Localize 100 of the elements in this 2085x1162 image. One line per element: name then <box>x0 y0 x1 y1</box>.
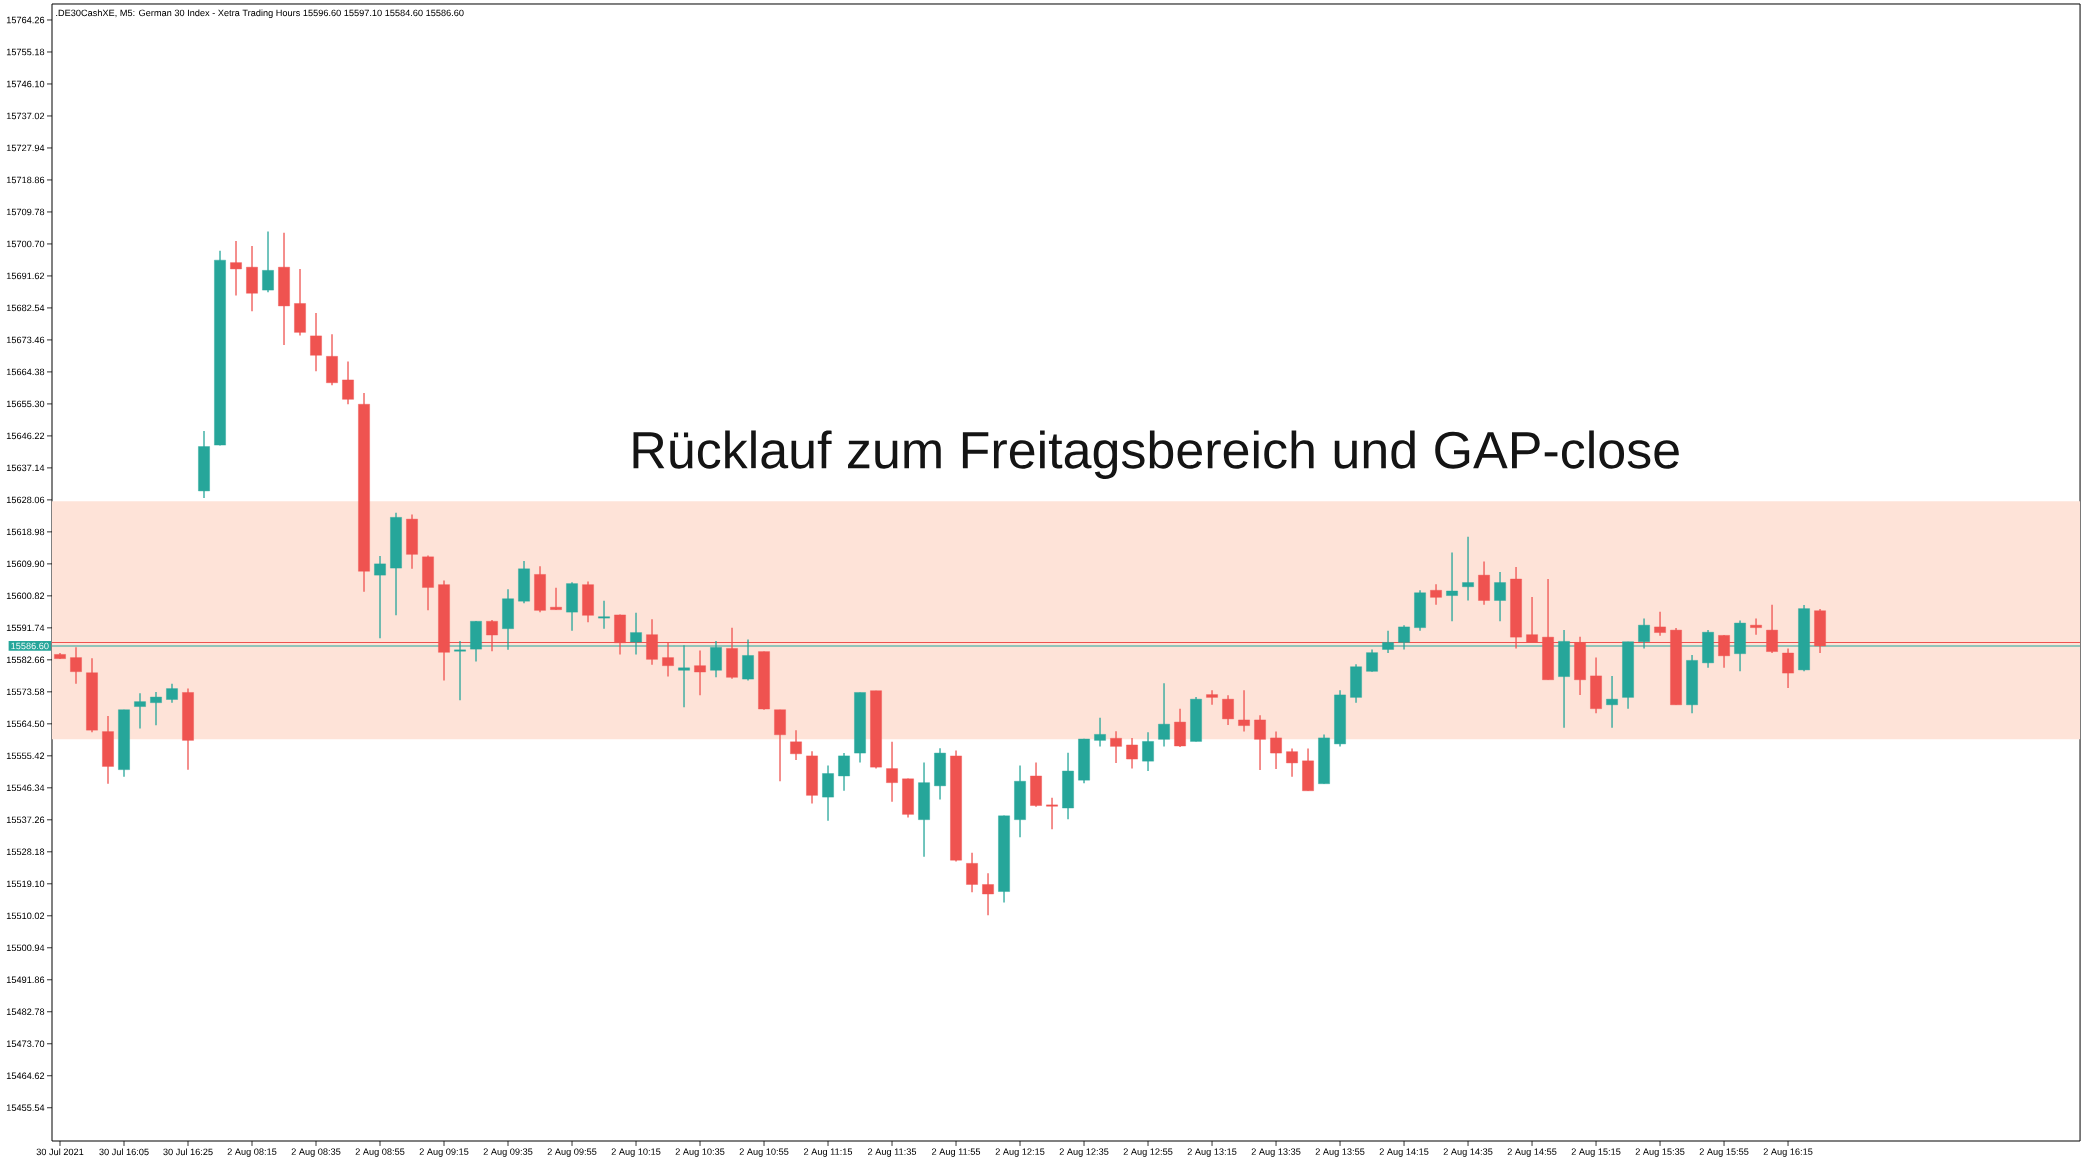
candlestick <box>1046 797 1058 830</box>
candlestick <box>982 872 994 916</box>
candlestick <box>1270 730 1282 770</box>
x-tick-label: 2 Aug 09:55 <box>547 1148 597 1157</box>
y-tick-label: 15473.70 <box>6 1040 45 1048</box>
x-tick-label: 30 Jul 2021 <box>36 1148 84 1156</box>
y-tick-label: 15546.34 <box>6 784 45 792</box>
candlestick <box>310 312 322 372</box>
candlestick <box>1238 689 1250 733</box>
x-tick-label: 2 Aug 14:15 <box>1379 1148 1429 1157</box>
x-tick-label: 2 Aug 15:35 <box>1635 1148 1685 1157</box>
candlestick <box>1222 694 1234 726</box>
y-tick-label: 15764.26 <box>6 16 45 24</box>
y-tick-label: 15718.86 <box>6 176 45 184</box>
x-tick-label: 2 Aug 10:55 <box>739 1148 789 1157</box>
y-tick-label: 15673.46 <box>6 336 45 344</box>
candlestick <box>1206 689 1218 706</box>
x-tick-label: 2 Aug 15:55 <box>1699 1148 1749 1157</box>
y-tick-label: 15691.62 <box>6 272 45 280</box>
candlestick <box>1110 730 1122 764</box>
candlestick <box>134 692 146 730</box>
x-tick-label: 2 Aug 08:55 <box>355 1148 405 1157</box>
x-tick-label: 30 Jul 16:05 <box>99 1148 149 1156</box>
candlestick <box>886 741 898 803</box>
candlestick <box>374 555 386 639</box>
candlestick <box>1174 708 1186 748</box>
band-label: Rücklauf zum Freitagsbereich und GAP-close <box>633 430 1679 479</box>
y-tick-label: 15609.90 <box>6 560 45 568</box>
x-tick-label: 30 Jul 16:25 <box>163 1148 213 1156</box>
x-tick-label: 2 Aug 08:35 <box>291 1148 341 1157</box>
candlestick <box>150 691 162 726</box>
y-tick-label: 15746.10 <box>6 80 45 88</box>
y-tick-label: 15618.98 <box>6 528 45 536</box>
candlestick <box>1462 536 1474 602</box>
candlestick <box>1158 682 1170 748</box>
x-tick-label: 2 Aug 11:15 <box>804 1148 853 1157</box>
y-tick-label: 15600.82 <box>6 592 45 600</box>
y-tick-label: 15628.06 <box>6 496 45 504</box>
x-tick-label: 2 Aug 15:15 <box>1571 1148 1621 1157</box>
x-tick-label: 2 Aug 09:35 <box>483 1148 533 1157</box>
y-tick-label: 15519.10 <box>6 880 45 888</box>
candlestick <box>694 649 706 696</box>
x-tick-label: 2 Aug 11:55 <box>932 1148 981 1157</box>
y-tick-label: 15528.18 <box>6 848 45 856</box>
x-tick-label: 2 Aug 13:55 <box>1315 1148 1365 1157</box>
candlestick <box>966 852 978 893</box>
y-tick-label: 15664.38 <box>6 368 45 376</box>
x-tick-label: 2 Aug 12:15 <box>995 1148 1045 1157</box>
y-tick-label: 15510.02 <box>6 912 45 920</box>
candlestick <box>790 729 802 761</box>
x-tick-label: 2 Aug 10:35 <box>675 1148 725 1157</box>
candlestick <box>1430 583 1442 606</box>
candlestick <box>1142 731 1154 772</box>
candlestick <box>1366 648 1378 673</box>
ref-line-label: 15586.60 <box>11 642 49 650</box>
y-tick-label: 15491.86 <box>6 976 45 984</box>
y-tick-label: 15564.50 <box>6 720 45 728</box>
y-tick-label: 15646.22 <box>6 432 45 440</box>
candlestick <box>1782 647 1794 689</box>
y-tick-label: 15455.54 <box>6 1104 45 1111</box>
x-tick-label: 2 Aug 08:15 <box>227 1148 277 1157</box>
x-tick-label: 2 Aug 11:35 <box>868 1148 917 1157</box>
y-tick-label: 15727.94 <box>6 144 45 152</box>
candlestick <box>1606 675 1618 729</box>
y-tick-label: 15555.42 <box>6 752 45 760</box>
y-tick-label: 15464.62 <box>6 1072 45 1080</box>
x-tick-label: 2 Aug 16:15 <box>1763 1148 1813 1157</box>
candlestick <box>1254 714 1266 771</box>
y-tick-label: 15582.66 <box>6 656 45 664</box>
text: .DE30CashXE, M5: German 30 Index - Xetra Trading Hours 15596.60 15597.10 15584.60 15586.60 <box>56 9 464 18</box>
y-tick-label: 15500.94 <box>6 944 45 952</box>
candlestick <box>1126 737 1138 770</box>
y-tick-label: 15709.78 <box>6 208 45 216</box>
y-tick-label: 15755.18 <box>6 48 45 56</box>
x-tick-label: 2 Aug 09:15 <box>419 1148 469 1157</box>
candlestick <box>166 683 178 704</box>
y-tick-label: 15655.30 <box>6 400 45 408</box>
x-tick-label: 2 Aug 13:35 <box>1251 1148 1301 1157</box>
y-tick-label: 15482.78 <box>6 1008 45 1016</box>
y-tick-label: 15537.26 <box>6 816 45 824</box>
candlestick <box>1494 571 1506 622</box>
x-tick-label: 2 Aug 12:35 <box>1059 1148 1109 1157</box>
x-tick-label: 2 Aug 14:55 <box>1507 1148 1557 1157</box>
candlestick <box>1654 611 1666 637</box>
x-tick-label: 2 Aug 14:35 <box>1443 1148 1493 1157</box>
y-tick-label: 15682.54 <box>6 304 45 312</box>
candlestick <box>838 752 850 792</box>
candlestick <box>262 230 274 293</box>
y-tick-label: 15573.58 <box>6 688 45 696</box>
candlestick <box>598 600 610 630</box>
candlestick <box>1750 617 1762 636</box>
candlestick <box>342 360 354 405</box>
y-tick-label: 15700.70 <box>6 240 45 248</box>
x-tick-label: 2 Aug 10:15 <box>611 1148 661 1157</box>
candlestick <box>822 764 834 822</box>
y-tick-label: 15637.14 <box>6 464 45 472</box>
x-tick-label: 2 Aug 12:55 <box>1123 1148 1173 1157</box>
candlestick <box>70 646 82 685</box>
candlestick <box>230 240 242 297</box>
candlestick <box>1446 551 1458 622</box>
